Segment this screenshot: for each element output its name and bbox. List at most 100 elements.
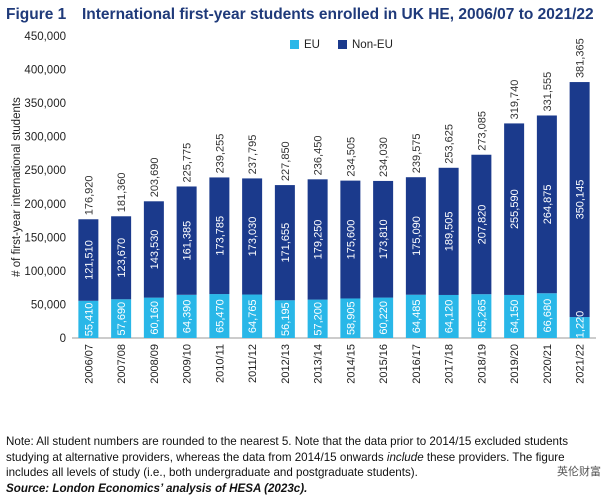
bar-segment-non-eu xyxy=(471,154,492,295)
total-value-label: 273,085 xyxy=(476,111,488,151)
bar-segment-non-eu xyxy=(504,123,525,295)
total-value-label: 203,690 xyxy=(149,158,161,198)
watermark: 英伦财富 xyxy=(554,462,604,480)
bar-segment-non-eu xyxy=(209,177,230,295)
bar-segment-non-eu xyxy=(340,180,361,299)
x-tick-label: 2007/08 xyxy=(116,344,128,384)
non-eu-value-label: 173,810 xyxy=(378,219,390,259)
y-tick-label: 450,000 xyxy=(24,31,66,43)
bar-segment-eu xyxy=(307,299,328,338)
total-value-label: 319,740 xyxy=(509,80,521,120)
non-eu-value-label: 143,530 xyxy=(149,230,161,270)
eu-value-label: 64,485 xyxy=(411,300,423,334)
x-tick-label: 2021/22 xyxy=(575,344,587,384)
legend-swatch-non-eu xyxy=(338,40,347,49)
bar-segment-non-eu xyxy=(438,167,459,295)
non-eu-value-label: 179,250 xyxy=(313,220,325,260)
total-value-label: 331,555 xyxy=(542,72,554,112)
note-text: Note: All student numbers are rounded to… xyxy=(6,435,569,464)
bar-segment-non-eu xyxy=(307,179,328,300)
x-tick-label: 2019/20 xyxy=(509,344,521,384)
eu-value-label: 55,410 xyxy=(83,303,95,337)
legend-label-eu: EU xyxy=(304,39,320,51)
non-eu-value-label: 175,600 xyxy=(345,220,357,260)
x-tick-label: 2017/18 xyxy=(444,344,456,384)
bar-segment-non-eu xyxy=(569,82,590,318)
figure-title: International first-year students enroll… xyxy=(82,6,594,23)
bar-segment-eu xyxy=(111,299,132,338)
total-value-label: 381,365 xyxy=(575,38,587,78)
x-tick-label: 2013/14 xyxy=(313,344,325,384)
bar-segment-non-eu xyxy=(373,180,394,298)
y-tick-label: 100,000 xyxy=(24,266,66,278)
x-tick-label: 2016/17 xyxy=(411,344,423,384)
non-eu-value-label: 123,670 xyxy=(116,238,128,278)
non-eu-value-label: 171,655 xyxy=(280,223,292,263)
eu-value-label: 64,150 xyxy=(509,300,521,334)
non-eu-value-label: 121,510 xyxy=(83,240,95,280)
total-value-label: 253,625 xyxy=(444,124,456,164)
eu-value-label: 56,195 xyxy=(280,302,292,336)
y-tick-label: 150,000 xyxy=(24,232,66,244)
bar-segment-non-eu xyxy=(176,186,197,295)
bar-segment-non-eu xyxy=(143,201,164,298)
bar-segment-eu xyxy=(536,293,557,338)
eu-value-label: 58,905 xyxy=(345,301,357,335)
eu-value-label: 60,160 xyxy=(149,301,161,335)
bar-segment-non-eu xyxy=(78,219,99,301)
figure-header: Figure 1 International first-year student… xyxy=(6,6,606,28)
source-line: Source: London Economics’ analysis of HE… xyxy=(6,481,308,495)
bar-segment-eu xyxy=(209,294,230,338)
eu-value-label: 57,690 xyxy=(116,302,128,336)
eu-value-label: 31,220 xyxy=(575,311,587,345)
non-eu-value-label: 173,030 xyxy=(247,217,259,257)
total-value-label: 239,575 xyxy=(411,133,423,173)
x-tick-label: 2009/10 xyxy=(182,344,194,384)
eu-value-label: 64,120 xyxy=(444,300,456,334)
total-value-label: 227,850 xyxy=(280,141,292,181)
bar-segment-eu xyxy=(471,294,492,338)
x-tick-label: 2015/16 xyxy=(378,344,390,384)
x-tick-label: 2020/21 xyxy=(542,344,554,384)
y-tick-label: 250,000 xyxy=(24,165,66,177)
bar-segment-eu xyxy=(176,294,197,338)
y-tick-label: 200,000 xyxy=(24,199,66,211)
eu-value-label: 64,390 xyxy=(182,300,194,334)
non-eu-value-label: 207,820 xyxy=(476,205,488,245)
x-tick-label: 2011/12 xyxy=(247,344,259,383)
y-tick-label: 300,000 xyxy=(24,132,66,144)
y-axis-label: # of first-year international students xyxy=(11,97,23,277)
eu-value-label: 60,220 xyxy=(378,301,390,335)
non-eu-value-label: 255,590 xyxy=(509,189,521,229)
bar-segment-eu xyxy=(438,294,459,338)
eu-value-label: 57,200 xyxy=(313,302,325,336)
x-tick-label: 2014/15 xyxy=(345,344,357,384)
stacked-bar-chart: 0 50,000 100,000 150,000 200,000 250,000 300,0… xyxy=(11,31,596,384)
non-eu-value-label: 350,145 xyxy=(575,180,587,220)
eu-value-label: 66,680 xyxy=(542,299,554,333)
bar-segment-non-eu xyxy=(536,115,557,294)
non-eu-value-label: 189,505 xyxy=(444,211,456,251)
bar-segment-eu xyxy=(504,294,525,338)
y-tick-label: 0 xyxy=(60,333,66,345)
total-value-label: 239,255 xyxy=(214,134,226,174)
bar-segment-non-eu xyxy=(274,185,295,301)
note-text-cont: these providers. The figure includes all… xyxy=(6,450,565,480)
bar-segment-eu xyxy=(242,294,263,338)
bar-segment-eu xyxy=(569,317,590,338)
x-tick-label: 2012/13 xyxy=(280,344,292,384)
total-value-label: 234,505 xyxy=(345,137,357,177)
x-tick-label: 2010/11 xyxy=(214,344,226,383)
y-tick-label: 400,000 xyxy=(24,65,66,77)
bar-segment-non-eu xyxy=(405,177,426,295)
bar-segment-eu xyxy=(405,294,426,338)
non-eu-value-label: 161,385 xyxy=(182,221,194,261)
x-tick-label: 2008/09 xyxy=(149,344,161,384)
total-value-label: 225,775 xyxy=(182,143,194,183)
eu-value-label: 64,765 xyxy=(247,299,259,333)
bar-segment-eu xyxy=(78,300,99,338)
non-eu-value-label: 264,875 xyxy=(542,184,554,224)
eu-value-label: 65,265 xyxy=(476,299,488,333)
x-tick-label: 2018/19 xyxy=(476,344,488,384)
y-tick-label: 350,000 xyxy=(24,98,66,110)
